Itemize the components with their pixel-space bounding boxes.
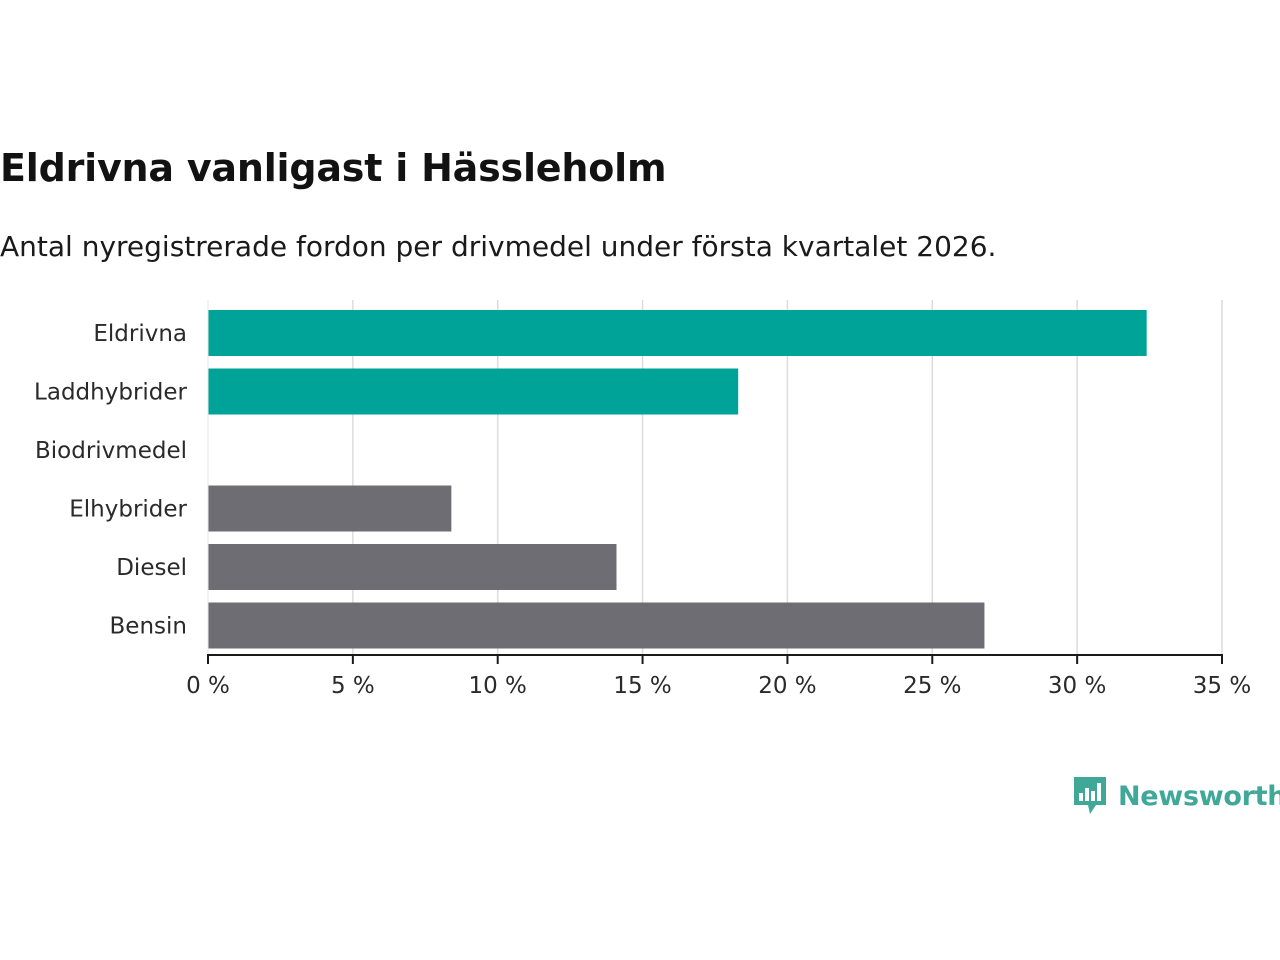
x-tick-label-1: 5 % [331,673,375,699]
category-label-bensin: Bensin [110,614,187,640]
category-label-eldrivna: Eldrivna [93,321,187,347]
bar-eldrivna [208,310,1147,356]
x-tick-label-0: 0 % [186,673,230,699]
bar-chart: Eldrivna Laddhybrider Biodrivmedel Elhybrid… [0,290,1280,710]
category-label-elhybrider: Elhybrider [69,497,187,523]
category-label-diesel: Diesel [116,555,187,581]
bar-diesel [208,544,617,590]
x-tick-label-3: 15 % [613,673,671,699]
logo-text: Newsworthy [1118,780,1280,812]
category-label-biodrivmedel: Biodrivmedel [35,438,187,464]
newsworthy-logo-icon [1074,777,1106,814]
bar-bensin [208,602,985,649]
x-tick-label-7: 35 % [1193,673,1251,699]
category-label-laddhybrider: Laddhybrider [34,380,187,406]
x-tick-label-4: 20 % [758,673,816,699]
bar-elhybrider [208,485,452,532]
x-tick-label-6: 30 % [1048,673,1106,699]
chart-title: Eldrivna vanligast i Hässleholm [0,146,667,190]
x-tick-label-2: 10 % [468,673,526,699]
chart-svg: Eldrivna Laddhybrider Biodrivmedel Elhybrid… [34,300,1251,699]
x-tick-label-5: 25 % [903,673,961,699]
chart-subtitle: Antal nyregistrerade fordon per drivmede… [0,230,997,263]
bar-laddhybrider [208,368,739,415]
newsworthy-logo: Newsworthy [1072,774,1280,818]
